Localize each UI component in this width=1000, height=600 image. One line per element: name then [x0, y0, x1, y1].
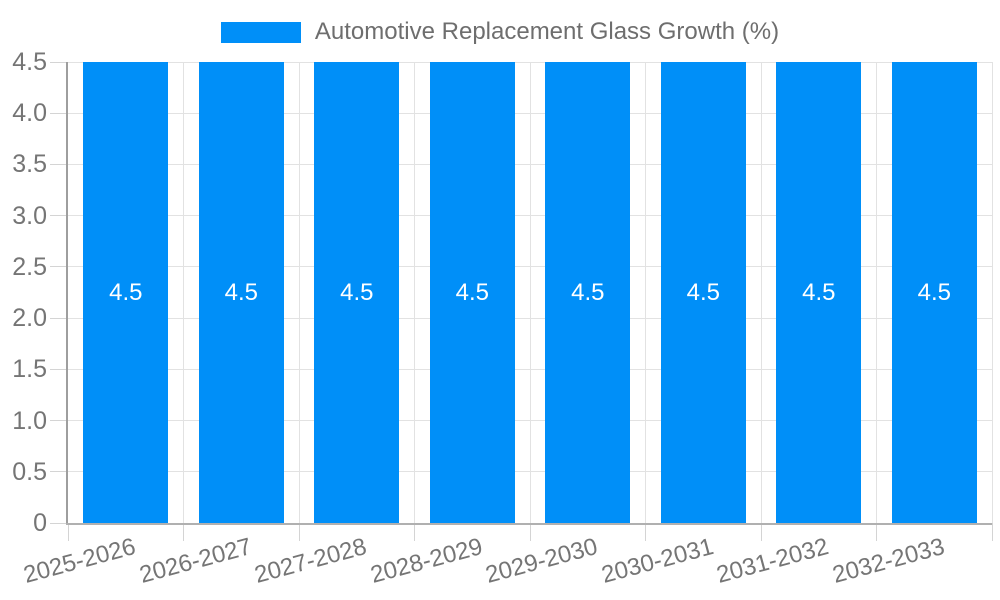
x-axis-tick: [645, 523, 646, 541]
bar-value-label: 4.5: [340, 278, 374, 306]
bar[interactable]: [891, 62, 977, 523]
bar[interactable]: [776, 62, 862, 523]
gridline-vertical: [760, 62, 762, 523]
x-axis-tick: [298, 523, 300, 541]
y-axis-label: 2.5: [12, 252, 47, 281]
bar-value-label: 4.5: [109, 278, 143, 306]
bar-value-label: 4.5: [917, 278, 951, 306]
bar-value-label: 4.5: [224, 278, 258, 306]
y-axis-label: 0.5: [12, 457, 47, 486]
x-axis-label-text: 2031-2032: [713, 533, 832, 589]
y-axis-label: 3.5: [12, 150, 47, 179]
gridline-vertical: [298, 62, 300, 523]
y-axis-tick: [50, 163, 68, 165]
gridline-vertical: [876, 62, 877, 523]
x-axis-label-text: 2029-2030: [482, 533, 601, 589]
legend-swatch: [220, 21, 301, 43]
y-axis-tick: [50, 61, 68, 63]
x-axis-tick: [67, 523, 69, 541]
gridline-vertical: [645, 62, 646, 523]
x-axis-label-text: 2027-2028: [251, 533, 370, 589]
y-axis-label: 4.5: [12, 48, 47, 76]
y-axis-label: 4.0: [12, 99, 47, 128]
y-axis-tick: [50, 420, 68, 422]
y-axis-label: 1.5: [12, 355, 47, 384]
gridline-vertical: [414, 62, 415, 523]
y-axis-label: 1.0: [12, 406, 47, 435]
bar[interactable]: [83, 62, 169, 523]
y-axis-tick: [50, 317, 68, 319]
x-axis-line: [66, 523, 992, 525]
y-axis-label: 3.0: [12, 201, 47, 230]
legend[interactable]: Automotive Replacement Glass Growth (%): [0, 19, 1000, 45]
bar[interactable]: [314, 62, 400, 523]
x-axis-label-text: 2028-2029: [367, 533, 486, 589]
y-axis-tick: [50, 368, 68, 370]
bar[interactable]: [198, 62, 284, 523]
gridline-vertical: [183, 62, 184, 523]
y-axis-line: [66, 62, 68, 523]
x-axis-label-text: 2030-2031: [598, 533, 717, 589]
y-axis-label: 0: [33, 509, 47, 537]
x-axis-tick: [991, 523, 993, 541]
x-axis-tick: [414, 523, 415, 541]
y-axis-tick: [50, 112, 68, 114]
x-axis-label-text: 2026-2027: [136, 533, 255, 589]
bar[interactable]: [545, 62, 631, 523]
x-axis-label-text: 2025-2026: [20, 533, 139, 589]
y-axis-label: 2.0: [12, 304, 47, 333]
y-axis-tick: [50, 471, 68, 473]
y-axis-tick: [50, 522, 68, 524]
gridline-vertical: [991, 62, 993, 523]
legend-label: Automotive Replacement Glass Growth (%): [314, 18, 780, 45]
x-axis-tick: [183, 523, 184, 541]
y-axis-tick: [50, 215, 68, 217]
bar-value-label: 4.5: [802, 278, 836, 306]
bar[interactable]: [429, 62, 515, 523]
gridline-vertical: [529, 62, 531, 523]
bar-value-label: 4.5: [571, 278, 605, 306]
bar-value-label: 4.5: [686, 278, 720, 306]
x-axis-label-text: 2032-2033: [829, 533, 948, 589]
x-axis-tick: [876, 523, 877, 541]
bar-value-label: 4.5: [455, 278, 489, 306]
y-axis-tick: [50, 266, 68, 268]
x-axis-tick: [529, 523, 531, 541]
bar[interactable]: [660, 62, 746, 523]
x-axis-tick: [760, 523, 762, 541]
